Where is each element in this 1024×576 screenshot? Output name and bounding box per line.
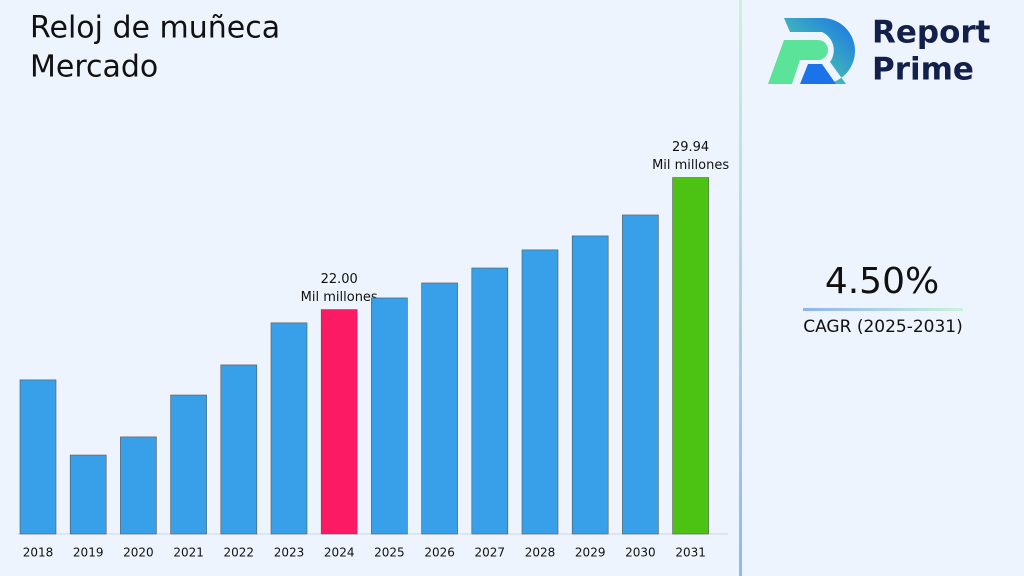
x-tick-label: 2028 bbox=[525, 546, 556, 560]
bar bbox=[521, 249, 559, 535]
bar bbox=[421, 282, 458, 535]
bar bbox=[571, 235, 609, 535]
x-tick-label: 2027 bbox=[475, 546, 506, 560]
bar bbox=[170, 394, 207, 535]
x-tick-label: 2031 bbox=[675, 546, 706, 560]
bar bbox=[120, 436, 157, 535]
x-tick-label: 2023 bbox=[274, 546, 305, 560]
divider bbox=[739, 0, 742, 576]
brand-name: Report bbox=[872, 15, 991, 51]
x-tick-label: 2025 bbox=[374, 546, 405, 560]
bar bbox=[672, 177, 709, 535]
bar bbox=[220, 364, 258, 535]
value-unit: Mil millones bbox=[301, 290, 378, 305]
logo-icon bbox=[768, 18, 855, 84]
x-tick-label: 2020 bbox=[123, 546, 154, 560]
bar bbox=[69, 454, 107, 535]
x-tick-label: 2030 bbox=[625, 546, 656, 560]
value-unit: Mil millones bbox=[652, 158, 729, 173]
value-label: 22.00 bbox=[321, 272, 358, 287]
x-tick-label: 2026 bbox=[424, 546, 455, 560]
cagr-label: CAGR (2025-2031) bbox=[803, 317, 963, 337]
cagr-underline bbox=[803, 308, 963, 311]
x-tick-label: 2018 bbox=[23, 546, 54, 560]
value-label: 29.94 bbox=[672, 140, 709, 155]
x-tick-label: 2029 bbox=[575, 546, 606, 560]
bar bbox=[270, 322, 308, 535]
cagr-value: 4.50% bbox=[825, 261, 939, 302]
brand-name: Prime bbox=[872, 52, 974, 88]
bar bbox=[471, 267, 509, 535]
x-tick-label: 2022 bbox=[224, 546, 255, 560]
bar bbox=[320, 309, 358, 535]
bar bbox=[19, 379, 57, 535]
x-tick-label: 2021 bbox=[173, 546, 204, 560]
bar bbox=[622, 214, 659, 535]
x-tick-label: 2024 bbox=[324, 546, 355, 560]
chart-title: Reloj de muñeca bbox=[30, 11, 280, 46]
chart-title: Mercado bbox=[30, 50, 158, 85]
bar bbox=[371, 297, 408, 535]
x-tick-label: 2019 bbox=[73, 546, 104, 560]
